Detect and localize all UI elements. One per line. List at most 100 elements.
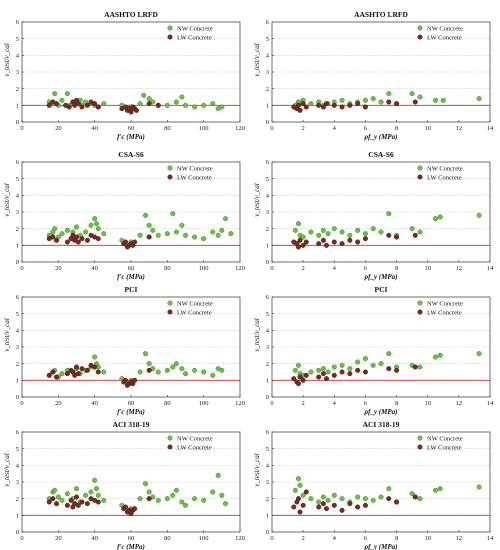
nw-concrete-point bbox=[155, 369, 161, 375]
lw-concrete-point bbox=[75, 371, 81, 377]
nw-concrete-point bbox=[339, 97, 345, 103]
y-tick-label: 6 bbox=[16, 294, 20, 301]
y-tick-label: 6 bbox=[16, 429, 20, 436]
x-axis-label: ρf_y (MPa) bbox=[364, 408, 398, 416]
lw-concrete-point bbox=[300, 377, 306, 383]
lw-concrete-point bbox=[331, 102, 337, 108]
x-tick-label: 14 bbox=[487, 265, 494, 272]
y-tick-label: 6 bbox=[266, 429, 270, 436]
nw-concrete-point bbox=[170, 492, 176, 498]
nw-concrete-point bbox=[101, 101, 107, 107]
legend-nw-marker bbox=[167, 300, 173, 306]
lw-concrete-point bbox=[123, 504, 129, 510]
nw-concrete-point bbox=[146, 96, 152, 102]
y-tick-label: 2 bbox=[266, 361, 269, 368]
lw-concrete-point bbox=[146, 367, 152, 373]
x-tick-label: 6 bbox=[364, 265, 368, 272]
lw-concrete-point bbox=[132, 506, 138, 512]
x-tick-label: 100 bbox=[199, 125, 209, 132]
x-tick-label: 4 bbox=[333, 535, 337, 542]
nw-concrete-point bbox=[386, 486, 392, 492]
nw-concrete-point bbox=[300, 492, 306, 498]
y-tick-label: 2 bbox=[16, 226, 19, 233]
nw-concrete-point bbox=[386, 211, 392, 217]
y-tick-label: 1 bbox=[266, 243, 269, 250]
lw-concrete-point bbox=[84, 501, 90, 507]
x-tick-label: 14 bbox=[487, 125, 494, 132]
lw-concrete-point bbox=[320, 501, 326, 507]
x-tick-label: 100 bbox=[199, 535, 209, 542]
nw-concrete-point bbox=[222, 501, 228, 507]
legend-nw-label: NW Concrete bbox=[177, 165, 213, 172]
lw-concrete-point bbox=[362, 104, 368, 110]
y-tick-label: 6 bbox=[266, 294, 270, 301]
nw-concrete-point bbox=[292, 367, 298, 373]
nw-concrete-point bbox=[339, 362, 345, 368]
y-tick-label: 6 bbox=[16, 19, 20, 26]
nw-concrete-point bbox=[52, 487, 58, 493]
y-tick-label: 4 bbox=[266, 328, 270, 335]
y-tick-label: 1 bbox=[266, 378, 269, 385]
nw-concrete-point bbox=[417, 229, 423, 235]
nw-concrete-point bbox=[137, 232, 143, 238]
lw-concrete-point bbox=[316, 241, 322, 247]
y-tick-label: 5 bbox=[16, 446, 19, 453]
lw-concrete-point bbox=[95, 104, 101, 110]
nw-concrete-point bbox=[179, 499, 185, 505]
legend-lw-marker bbox=[167, 309, 173, 315]
x-tick-label: 80 bbox=[164, 265, 171, 272]
lw-concrete-point bbox=[46, 499, 52, 505]
nw-concrete-point bbox=[378, 229, 384, 235]
x-tick-label: 120 bbox=[235, 535, 245, 542]
legend: NW Concrete LW Concrete bbox=[167, 435, 213, 451]
x-tick-label: 12 bbox=[456, 535, 463, 542]
lw-concrete-point bbox=[46, 372, 52, 378]
nw-concrete-point bbox=[331, 492, 337, 498]
y-tick-label: 4 bbox=[266, 193, 270, 200]
lw-concrete-point bbox=[92, 364, 98, 370]
lw-concrete-point bbox=[297, 374, 303, 380]
x-tick-label: 0 bbox=[20, 400, 23, 407]
nw-concrete-point bbox=[320, 227, 326, 233]
nw-concrete-point bbox=[355, 227, 361, 233]
lw-concrete-point bbox=[50, 369, 56, 375]
x-tick-label: 10 bbox=[424, 400, 431, 407]
nw-concrete-point bbox=[308, 496, 314, 502]
nw-concrete-point bbox=[179, 366, 185, 372]
lw-concrete-point bbox=[412, 364, 418, 370]
lw-concrete-point bbox=[291, 376, 297, 382]
x-tick-label: 100 bbox=[199, 265, 209, 272]
y-tick-label: 0 bbox=[16, 259, 19, 266]
nw-concrete-point bbox=[192, 234, 198, 240]
lw-concrete-point bbox=[386, 496, 392, 502]
legend-lw-marker bbox=[167, 174, 173, 180]
nw-concrete-point bbox=[417, 496, 423, 502]
lw-concrete-point bbox=[297, 237, 303, 243]
legend-lw-label: LW Concrete bbox=[177, 444, 212, 451]
x-tick-label: 80 bbox=[164, 125, 171, 132]
x-tick-label: 4 bbox=[333, 125, 337, 132]
lw-concrete-point bbox=[355, 101, 361, 107]
nw-concrete-point bbox=[146, 222, 152, 228]
nw-concrete-point bbox=[409, 491, 415, 497]
lw-concrete-point bbox=[300, 242, 306, 248]
x-tick-label: 14 bbox=[487, 400, 494, 407]
nw-concrete-point bbox=[93, 486, 99, 492]
x-tick-label: 0 bbox=[20, 265, 23, 272]
nw-concrete-point bbox=[182, 502, 188, 508]
x-axis-label: ρf_y (MPa) bbox=[364, 543, 398, 550]
nw-concrete-point bbox=[52, 91, 58, 97]
legend-nw-label: NW Concrete bbox=[427, 300, 463, 307]
legend-lw-marker bbox=[167, 34, 173, 40]
y-tick-label: 3 bbox=[266, 209, 269, 216]
nw-concrete-point bbox=[101, 497, 107, 503]
lw-concrete-point bbox=[339, 507, 345, 513]
nw-concrete-point bbox=[59, 97, 65, 103]
lw-concrete-point bbox=[64, 502, 70, 508]
nw-concrete-point bbox=[292, 487, 298, 493]
y-tick-label: 6 bbox=[266, 19, 270, 26]
lw-concrete-point bbox=[79, 366, 85, 372]
nw-concrete-point bbox=[146, 489, 152, 495]
nw-concrete-point bbox=[73, 486, 79, 492]
lw-concrete-point bbox=[339, 369, 345, 375]
